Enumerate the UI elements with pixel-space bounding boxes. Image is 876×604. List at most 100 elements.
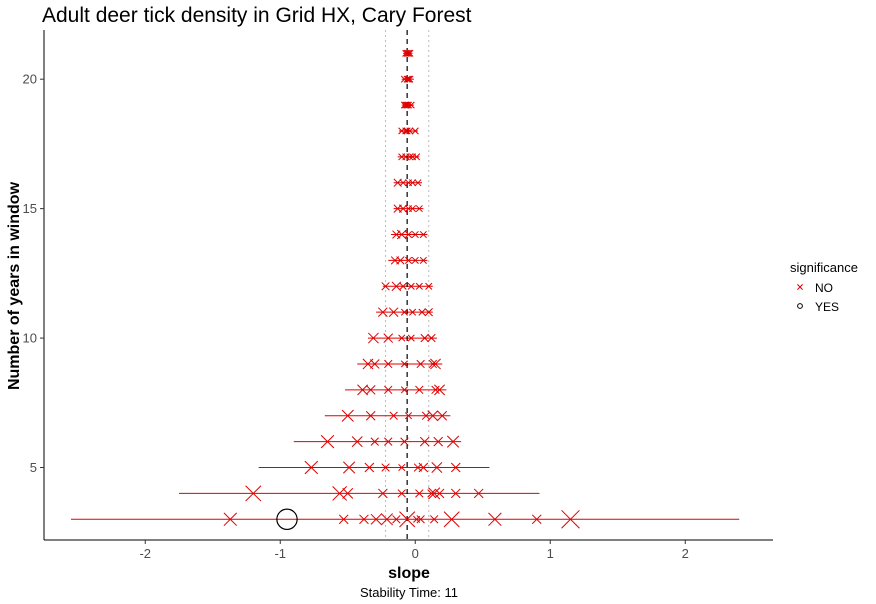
data-points [223,49,580,531]
point-n7-6 [437,410,448,421]
axes: -2 -1 0 1 2 5 10 15 20 [23,30,773,561]
point-n12-1 [391,281,402,292]
point-n11-2 [400,308,409,316]
band-lines [385,30,430,540]
point-n12-0 [381,282,390,291]
point-n3-7 [429,515,439,524]
point-n7-2 [389,411,398,420]
x-tick-label-3: 1 [547,546,554,561]
point-n19-2 [407,101,415,109]
point-n14-3 [411,230,419,239]
legend-title: significance [790,260,858,275]
point-n9-5 [428,359,437,369]
point-n8-0 [357,384,369,396]
point-n5-7 [450,462,461,473]
point-n7-3 [404,412,413,420]
point-n3-12 [392,515,401,524]
significant-point-0 [276,508,298,531]
point-n8-6 [434,384,446,396]
y-tick-label-2: 15 [23,201,37,216]
point-n9-6 [430,358,441,370]
point-n3-6 [416,515,425,524]
point-n18-4 [411,127,419,135]
point-n3-5 [399,511,416,528]
point-n6-5 [419,436,430,447]
point-n9-1 [369,359,380,369]
point-n10-0 [367,332,379,344]
point-n19-4 [402,101,410,109]
point-n17-2 [406,153,414,161]
point-n7-4 [421,411,431,420]
point-n21-2 [406,49,414,57]
point-n9-2 [384,359,393,369]
point-n4-1 [332,486,348,501]
point-n12-3 [407,282,415,290]
point-n21-1 [404,49,413,57]
point-n10-2 [398,334,406,342]
point-n7-0 [341,409,354,422]
point-n5-1 [342,461,356,474]
point-n3-0 [223,512,238,527]
point-n10-5 [427,333,436,343]
legend-label-yes: YES [815,300,839,314]
point-n3-10 [531,514,542,525]
point-n8-1 [365,385,376,395]
point-n4-3 [378,488,388,499]
x-tick-label-1: -1 [274,546,286,561]
point-n8-5 [431,385,440,395]
point-n4-2 [342,487,354,499]
point-n19-3 [404,101,413,109]
point-n4-5 [415,489,424,498]
point-n10-4 [420,333,429,343]
y-tick-label-0: 5 [30,460,37,475]
point-n9-4 [416,359,425,369]
point-n6-7 [446,435,460,448]
y-tick-label-3: 20 [23,72,37,87]
point-n15-4 [415,205,423,213]
point-n10-3 [407,334,415,342]
point-n3-2 [359,514,369,525]
point-n6-0 [320,434,335,449]
legend: significance NO YES [790,260,858,314]
legend-key-no [797,284,803,290]
point-n4-10 [427,489,436,498]
point-n6-1 [351,436,363,448]
point-n14-2 [404,230,413,239]
point-n4-9 [473,488,484,499]
point-n4-8 [450,488,461,499]
point-n6-2 [370,437,379,446]
point-n5-8 [418,462,429,473]
point-n13-1 [396,256,405,265]
point-n12-2 [399,282,407,290]
point-n20-2 [406,75,414,83]
point-n15-3 [408,205,417,213]
point-n3-3 [370,513,382,525]
point-n7-5 [427,410,439,422]
point-n11-4 [418,308,426,316]
point-n3-13 [413,515,421,523]
x-axis-title: slope [388,565,430,582]
legend-key-yes [797,303,803,309]
point-n4-0 [245,485,262,502]
point-n4-6 [428,487,441,500]
point-n5-0 [304,460,319,475]
point-n3-9 [488,512,502,527]
point-n5-4 [398,463,406,472]
point-n14-4 [419,230,427,239]
point-n6-4 [400,437,409,446]
point-n4-4 [397,489,406,498]
point-n16-1 [399,179,407,187]
point-n3-11 [561,509,580,529]
point-n11-1 [388,307,399,318]
x-tick-label-2: 0 [412,546,419,561]
point-n3-8 [443,511,460,528]
point-n3-4 [380,513,394,526]
point-n20-1 [403,75,411,83]
point-n20-3 [404,75,413,83]
point-n21-3 [403,49,411,57]
range-lines [71,52,740,520]
point-n4-7 [434,488,445,499]
y-tick-label-1: 10 [23,331,37,346]
point-n12-4 [415,282,423,290]
